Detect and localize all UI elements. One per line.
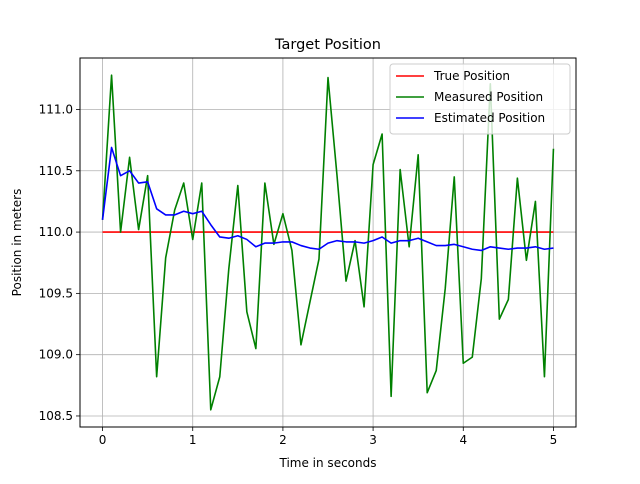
y-tick-label: 110.5: [39, 164, 73, 178]
y-tick-label: 108.5: [39, 409, 73, 423]
x-tick-label: 2: [279, 433, 287, 447]
legend-label: Measured Position: [434, 90, 543, 104]
legend-label: Estimated Position: [434, 111, 545, 125]
x-axis-label: Time in seconds: [279, 456, 377, 470]
x-tick-label: 5: [550, 433, 558, 447]
chart-title: Target Position: [274, 37, 381, 53]
x-tick-label: 4: [459, 433, 467, 447]
x-tick-label: 1: [189, 433, 197, 447]
x-tick-label: 3: [369, 433, 377, 447]
y-tick-label: 109.5: [39, 286, 73, 300]
legend-label: True Position: [433, 69, 510, 83]
y-tick-label: 110.0: [39, 225, 73, 239]
y-tick-label: 111.0: [39, 102, 73, 116]
x-tick-label: 0: [99, 433, 107, 447]
y-axis-label: Position in meters: [10, 189, 24, 297]
y-tick-label: 109.0: [39, 348, 73, 362]
legend: True Position Measured Position Estimated …: [390, 64, 570, 134]
